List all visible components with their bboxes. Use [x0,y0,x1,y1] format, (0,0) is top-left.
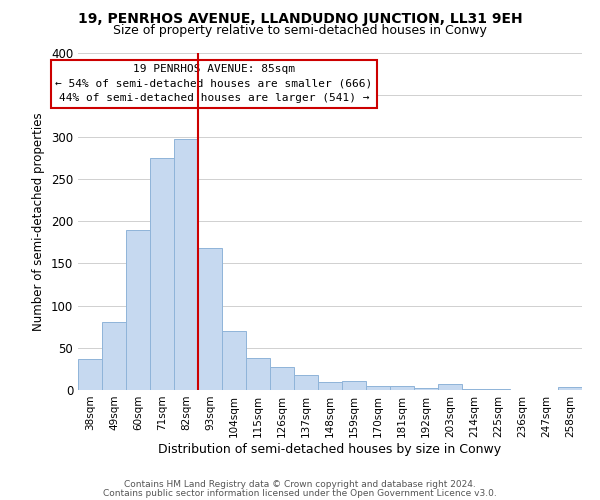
Text: 19 PENRHOS AVENUE: 85sqm
← 54% of semi-detached houses are smaller (666)
44% of : 19 PENRHOS AVENUE: 85sqm ← 54% of semi-d… [55,64,373,103]
Y-axis label: Number of semi-detached properties: Number of semi-detached properties [32,112,46,330]
Bar [222,331,246,390]
X-axis label: Distribution of semi-detached houses by size in Conwy: Distribution of semi-detached houses by … [158,442,502,456]
Bar [438,384,462,390]
Bar [318,382,342,390]
Bar [558,388,582,390]
Bar [174,138,198,390]
Text: Contains public sector information licensed under the Open Government Licence v3: Contains public sector information licen… [103,488,497,498]
Bar [414,388,438,390]
Bar [198,248,222,390]
Bar [366,386,390,390]
Bar [246,358,270,390]
Bar [150,158,174,390]
Bar [486,389,510,390]
Bar [102,322,126,390]
Bar [78,359,102,390]
Bar [342,380,366,390]
Text: Contains HM Land Registry data © Crown copyright and database right 2024.: Contains HM Land Registry data © Crown c… [124,480,476,489]
Bar [270,367,294,390]
Text: Size of property relative to semi-detached houses in Conwy: Size of property relative to semi-detach… [113,24,487,37]
Text: 19, PENRHOS AVENUE, LLANDUDNO JUNCTION, LL31 9EH: 19, PENRHOS AVENUE, LLANDUDNO JUNCTION, … [77,12,523,26]
Bar [126,230,150,390]
Bar [462,389,486,390]
Bar [390,386,414,390]
Bar [294,375,318,390]
